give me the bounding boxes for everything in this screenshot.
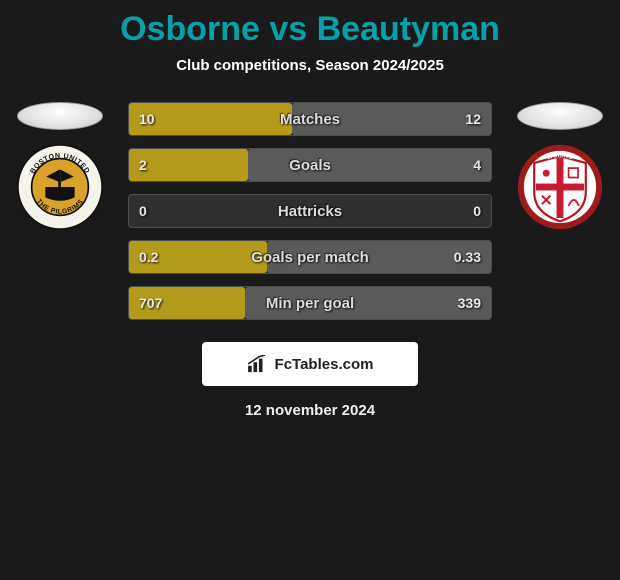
right-player-portrait bbox=[517, 102, 603, 130]
left-player-portrait bbox=[17, 102, 103, 130]
boston-united-crest-icon: BOSTON UNITED THE PILGRIMS bbox=[17, 144, 103, 230]
stat-label: Goals bbox=[289, 157, 331, 174]
bar-chart-icon bbox=[247, 355, 269, 373]
stat-label: Goals per match bbox=[251, 249, 369, 266]
brand-footer[interactable]: FcTables.com bbox=[202, 342, 418, 386]
page-title: Osborne vs Beautyman bbox=[0, 10, 620, 49]
stat-label: Matches bbox=[280, 111, 340, 128]
woking-crest-icon: WOKING bbox=[517, 144, 603, 230]
title-text: Osborne vs Beautyman bbox=[120, 10, 500, 48]
left-team-crest: BOSTON UNITED THE PILGRIMS bbox=[17, 144, 103, 230]
stat-left-value: 0.2 bbox=[139, 249, 158, 265]
subtitle: Club competitions, Season 2024/2025 bbox=[0, 57, 620, 74]
date-line: 12 november 2024 bbox=[0, 402, 620, 419]
right-player-column: WOKING bbox=[510, 102, 610, 230]
stat-right-value: 339 bbox=[458, 295, 481, 311]
stat-bar: 0 0 Hattricks bbox=[128, 194, 492, 228]
stat-label: Min per goal bbox=[266, 295, 354, 312]
comparison-row: BOSTON UNITED THE PILGRIMS 10 12 Matches 2 4… bbox=[0, 102, 620, 320]
right-team-crest: WOKING bbox=[517, 144, 603, 230]
stat-bar: 707 339 Min per goal bbox=[128, 286, 492, 320]
stat-right-value: 4 bbox=[473, 157, 481, 173]
stats-column: 10 12 Matches 2 4 Goals 0 0 Hattricks 0.2 0.33 Goal… bbox=[128, 102, 492, 320]
stat-left-value: 2 bbox=[139, 157, 147, 173]
stat-bar: 2 4 Goals bbox=[128, 148, 492, 182]
stat-left-value: 10 bbox=[139, 111, 155, 127]
stat-left-value: 0 bbox=[139, 203, 147, 219]
stat-right-value: 0.33 bbox=[454, 249, 481, 265]
brand-text: FcTables.com bbox=[275, 356, 374, 373]
stat-bar: 0.2 0.33 Goals per match bbox=[128, 240, 492, 274]
stat-bar: 10 12 Matches bbox=[128, 102, 492, 136]
stat-label: Hattricks bbox=[278, 203, 342, 220]
stat-left-value: 707 bbox=[139, 295, 162, 311]
stat-right-value: 0 bbox=[473, 203, 481, 219]
stat-bar-right-fill bbox=[248, 149, 491, 181]
stat-right-value: 12 bbox=[465, 111, 481, 127]
left-player-column: BOSTON UNITED THE PILGRIMS bbox=[10, 102, 110, 230]
